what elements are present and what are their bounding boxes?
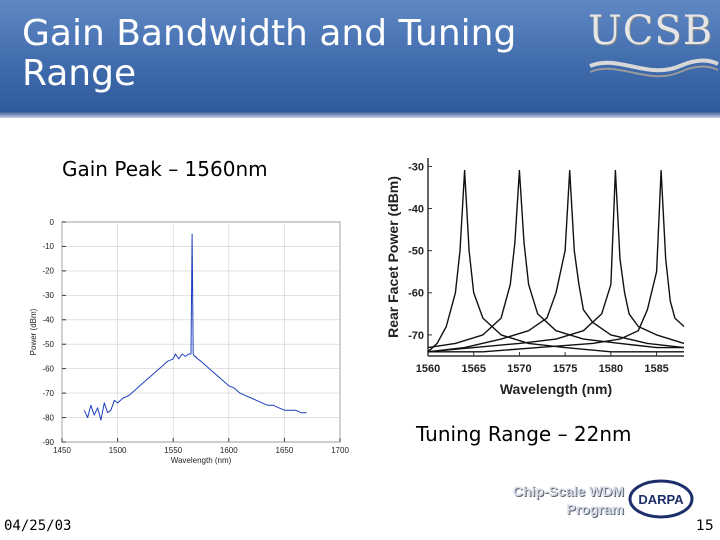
ucsb-logo: UCSB <box>588 8 720 80</box>
y-tick-label: -30 <box>408 161 424 173</box>
darpa-logo-text: DARPA <box>638 492 684 507</box>
y-tick-label: -90 <box>42 438 54 447</box>
logo-wave-icon <box>589 58 719 78</box>
plot-frame <box>61 221 341 443</box>
x-tick-label: 1580 <box>599 363 623 375</box>
x-tick-label: 1575 <box>553 363 577 375</box>
tuning-range-caption: Tuning Range – 22nm <box>416 422 632 446</box>
y-tick-label: 0 <box>50 218 55 227</box>
program-label: Chip-Scale WDM Program <box>476 482 624 518</box>
y-tick-label: -30 <box>42 291 54 300</box>
x-tick-label: 1565 <box>461 363 485 375</box>
y-tick-label: -70 <box>42 389 54 398</box>
y-tick-label: -70 <box>408 330 424 342</box>
x-tick-label: 1560 <box>416 363 440 375</box>
series-line-3 <box>427 169 685 353</box>
y-tick-label: -20 <box>42 267 54 276</box>
gain-spectrum-chart: 1450 1500 1550 1600 1650 1700 0 -10 -20 -30 -40 -50… <box>29 218 349 465</box>
y-tick-label: -40 <box>408 203 424 215</box>
slide-date: 04/25/03 <box>4 518 72 534</box>
y-axis-label: Rear Facet Power (dBm) <box>385 176 401 338</box>
x-tick-label: 1550 <box>164 446 182 455</box>
title-underline <box>0 112 720 118</box>
x-tick-label: 1650 <box>276 446 294 455</box>
title-bar <box>0 0 720 112</box>
series-line-4 <box>427 169 685 353</box>
program-line-1: Chip-Scale WDM <box>512 483 624 499</box>
y-tick-label: -50 <box>42 340 54 349</box>
program-line-2: Program <box>566 501 624 517</box>
series-line-1 <box>83 233 307 421</box>
tuning-spectrum-chart: 1560 1565 1570 1575 1580 1585 -30 -40 -50 -60 -70 W… <box>385 158 685 397</box>
y-tick-label: -80 <box>42 413 54 422</box>
y-tick-label: -50 <box>408 246 424 258</box>
slide-title: Gain Bandwidth and Tuning Range <box>22 13 517 94</box>
page-number: 15 <box>696 518 714 534</box>
ucsb-logo-text: UCSB <box>588 8 714 54</box>
x-tick-label: 1600 <box>220 446 238 455</box>
x-axis-label: Wavelength (nm) <box>500 381 612 397</box>
y-axis-label: Power (dBm) <box>29 308 38 355</box>
darpa-logo: DARPA <box>628 479 694 519</box>
x-tick-label: 1700 <box>331 446 349 455</box>
series-line-1 <box>427 169 684 353</box>
series-line-2 <box>427 169 684 349</box>
x-tick-label: 1450 <box>53 446 71 455</box>
x-axis-label: Wavelength (nm) <box>171 456 232 465</box>
y-tick-label: -60 <box>42 364 54 373</box>
x-tick-label: 1500 <box>109 446 127 455</box>
x-tick-label: 1570 <box>507 363 531 375</box>
y-tick-label: -40 <box>42 316 54 325</box>
x-tick-label: 1585 <box>644 363 668 375</box>
series-line-5 <box>428 169 685 353</box>
y-tick-label: -60 <box>408 288 424 300</box>
gain-peak-caption: Gain Peak – 1560nm <box>62 157 268 181</box>
y-tick-label: -10 <box>42 242 54 251</box>
